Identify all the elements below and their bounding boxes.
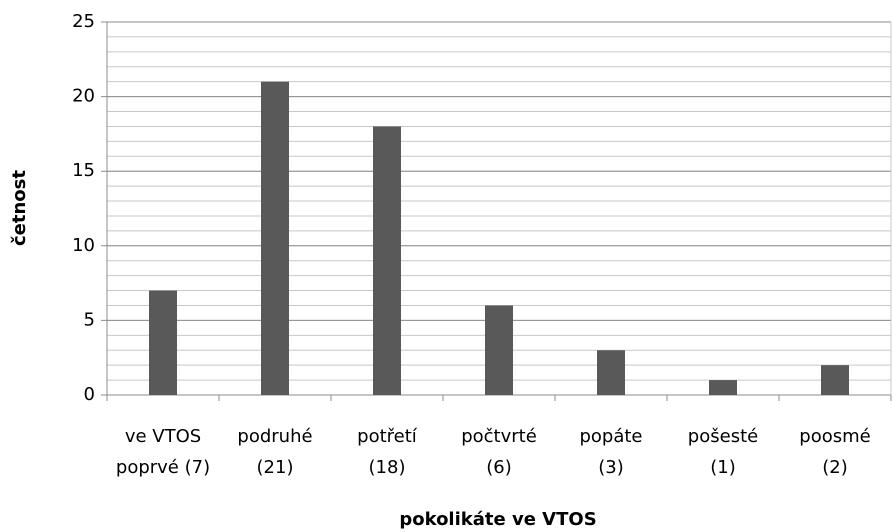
x-tick-label: podruhé [237, 426, 312, 447]
y-tick-label: 5 [84, 309, 95, 330]
y-tick-label: 20 [72, 86, 95, 107]
x-tick-label: pošesté [688, 426, 758, 447]
bar [821, 365, 849, 395]
x-axis-label: pokolikáte ve VTOS [399, 509, 596, 530]
bar [709, 380, 737, 395]
x-tick-label: (1) [710, 457, 736, 478]
bar [149, 290, 177, 395]
x-tick-label: poprvé (7) [116, 457, 210, 478]
bar [485, 305, 513, 395]
x-tick-label: popáte [579, 426, 642, 447]
x-tick-label: počtvrté [461, 426, 537, 447]
x-tick-label: poosmé [799, 426, 870, 447]
x-tick-label: potřetí [357, 426, 418, 447]
x-tick-label: ve VTOS [125, 426, 201, 447]
bar [597, 350, 625, 395]
y-tick-label: 25 [72, 11, 95, 32]
x-tick-label: (2) [822, 457, 848, 478]
y-axis-label: četnost [9, 170, 30, 246]
x-tick-label: (21) [257, 457, 294, 478]
y-tick-label: 10 [72, 235, 95, 256]
x-tick-label: (6) [486, 457, 512, 478]
bar [261, 81, 289, 396]
x-tick-label: (18) [369, 457, 406, 478]
bar [373, 126, 401, 395]
y-tick-label: 15 [72, 160, 95, 181]
x-tick-label: (3) [598, 457, 624, 478]
y-tick-label: 0 [84, 384, 95, 405]
